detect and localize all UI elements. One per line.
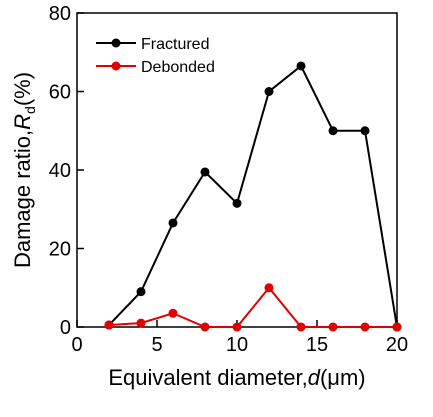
tick-layer: 0 5 10 15 20 0 20 40 60 80 [49,3,408,356]
data-point-fractured [232,198,242,208]
y-tick-label: 0 [60,317,71,339]
y-axis-label-subscript: d [22,106,38,114]
y-axis-label-text: Damage ratio, [10,130,35,268]
y-tick-label: 20 [49,239,71,261]
data-point-debonded [360,322,370,332]
data-point-fractured [168,218,178,228]
data-point-fractured [136,287,146,297]
x-tick-label: 5 [151,334,162,356]
legend-label: Fractured [141,36,209,53]
y-tick-label: 40 [49,160,71,182]
data-point-fractured [328,126,338,136]
legend-label: Debonded [141,59,215,76]
data-point-debonded [136,318,146,328]
y-tick-label: 60 [49,82,71,104]
data-point-debonded [328,322,338,332]
data-point-debonded [392,322,402,332]
legend-marker [111,61,121,71]
x-tick-label: 15 [306,334,328,356]
data-point-fractured [296,61,306,71]
x-axis-label-text: Equivalent diameter, [108,365,307,390]
y-axis-label: Damage ratio,Rd(%) [10,72,38,268]
legend: Fractured Debonded [96,36,215,76]
data-point-debonded [200,322,210,332]
x-axis-label-unit: (μm) [320,365,366,390]
data-point-debonded [232,322,242,332]
series-line-fractured [108,64,398,328]
legend-marker [111,38,121,48]
series-layer [104,61,402,332]
data-point-fractured [264,87,274,96]
data-point-debonded [264,283,274,293]
x-axis-label: Equivalent diameter,d(μm) [108,365,365,390]
data-point-fractured [360,126,370,136]
y-tick-label: 80 [49,3,71,25]
data-point-fractured [200,167,210,177]
x-tick-label: 0 [71,334,82,356]
x-tick-label: 20 [386,334,408,356]
y-axis-label-unit: (%) [10,72,35,106]
plot-frame [76,12,398,328]
y-axis-label-variable: R [10,114,35,130]
series-line-debonded [108,286,397,328]
x-axis-label-variable: d [308,365,321,390]
data-point-debonded [104,320,114,330]
x-tick-label: 10 [226,334,248,356]
data-point-debonded [296,322,306,332]
data-point-debonded [168,308,178,318]
